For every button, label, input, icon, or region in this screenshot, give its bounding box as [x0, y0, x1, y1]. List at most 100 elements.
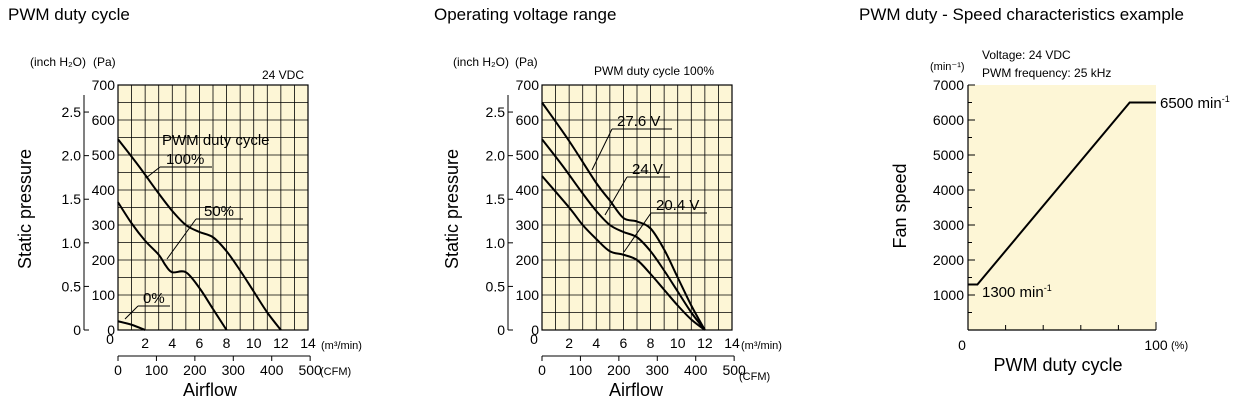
chart-1-label-50: 50% [204, 203, 234, 220]
chart-1-unit-pa: (Pa) [93, 55, 116, 69]
chart-3-title: PWM duty - Speed characteristics example [859, 5, 1184, 24]
c2-ytick-inh2o-3: 1.5 [486, 191, 506, 207]
c1-ytick-pa-1: 100 [92, 287, 116, 303]
chart-3-axes: 1000 2000 3000 4000 5000 6000 7000 0 100 [933, 77, 1168, 353]
c1-xtick-cfm-4: 400 [260, 362, 284, 378]
c1-ytick-pa-0: 0 [107, 322, 115, 338]
c3-ytick-1: 2000 [933, 252, 964, 268]
c1-ytick-pa-4: 400 [92, 182, 116, 198]
c2-xtick-m3-3: 6 [620, 335, 628, 351]
c2-ytick-pa-5: 500 [516, 147, 540, 163]
chart-1-label-100-leader [145, 166, 161, 179]
c2-xtick-cfm-0: 0 [538, 362, 546, 378]
c2-ytick-pa-0: 0 [531, 322, 539, 338]
c3-series-0 [968, 101, 1156, 286]
chart-1-y-title: Static pressure [15, 149, 35, 269]
c2-ytick-pa-7: 700 [516, 77, 540, 93]
chart-1-series [117, 138, 282, 331]
c1-xtick-cfm-2: 200 [183, 362, 207, 378]
chart-2-x-unit-cfm: (CFM) [739, 371, 770, 383]
c3-ytick-3: 4000 [933, 182, 964, 198]
chart-3: PWM duty - Speed characteristics example… [859, 5, 1230, 375]
c1-xtick-cfm-0: 0 [114, 362, 122, 378]
chart-2-unit-pa: (Pa) [515, 55, 538, 69]
chart-3-plot-area [968, 85, 1156, 330]
c2-ytick-inh2o-1: 0.5 [486, 278, 506, 294]
c2-ytick-pa-4: 400 [516, 182, 540, 198]
c1-ytick-pa-7: 700 [92, 77, 116, 93]
c2-ytick-pa-6: 600 [516, 112, 540, 128]
c1-ytick-inh2o-3: 1.5 [62, 191, 82, 207]
chart-2-y-title: Static pressure [442, 149, 462, 269]
c2-xtick-cfm-4: 400 [684, 362, 708, 378]
c2-ytick-inh2o-0: 0 [497, 322, 505, 338]
c1-ytick-inh2o-0: 0 [73, 322, 81, 338]
c2-ytick-pa-1: 100 [516, 287, 540, 303]
c1-ytick-pa-3: 300 [92, 217, 116, 233]
c2-series-2 [541, 175, 706, 331]
c1-series-2 [117, 320, 146, 331]
chart-1-legend-title: PWM duty cycle [162, 132, 270, 149]
chart-3-y-title: Fan speed [890, 163, 910, 248]
chart-1: PWM duty cycle (inch H₂O) (Pa) 24 VDC 0 1… [8, 5, 362, 400]
c2-xtick-m3-0: 0 [530, 331, 538, 347]
chart-2: Operating voltage range (inch H₂O) (Pa) … [434, 5, 782, 400]
c1-ytick-pa-2: 200 [92, 252, 116, 268]
chart-1-label-0: 0% [143, 290, 165, 307]
chart-1-title: PWM duty cycle [8, 5, 130, 24]
c2-xtick-m3-4: 8 [647, 335, 655, 351]
c1-xtick-m3-6: 12 [273, 335, 289, 351]
c2-ytick-inh2o-5: 2.5 [486, 104, 506, 120]
chart-3-condition-frequency: PWM frequency: 25 kHz [982, 66, 1111, 80]
c2-series-1 [541, 138, 706, 331]
chart-2-x-title: Airflow [609, 380, 664, 400]
c1-xtick-m3-4: 8 [223, 335, 231, 351]
chart-3-annotation-min-value: 1300 min [982, 284, 1044, 301]
chart-3-annotation-max-sup: -1 [1222, 94, 1230, 104]
chart-2-label-204: 20.4 V [656, 197, 699, 214]
c1-xtick-cfm-1: 100 [145, 362, 169, 378]
c1-ytick-pa-5: 500 [92, 147, 116, 163]
c3-ytick-0: 1000 [933, 287, 964, 303]
c2-xtick-cfm-3: 300 [646, 362, 670, 378]
c2-xtick-cfm-1: 100 [569, 362, 593, 378]
chart-3-condition-voltage: Voltage: 24 VDC [982, 48, 1071, 62]
c1-xtick-m3-5: 10 [246, 335, 262, 351]
c1-ytick-inh2o-5: 2.5 [62, 104, 82, 120]
c2-ytick-pa-3: 300 [516, 217, 540, 233]
chart-3-series [968, 101, 1156, 286]
chart-3-annotation-min: 1300 min-1 [982, 283, 1052, 301]
chart-1-condition: 24 VDC [262, 68, 304, 82]
chart-3-annotation-min-sup: -1 [1044, 283, 1052, 293]
c2-xtick-cfm-5: 500 [722, 362, 746, 378]
chart-1-x-unit-cfm: (CFM) [320, 366, 351, 378]
c1-ytick-inh2o-1: 0.5 [62, 278, 82, 294]
chart-2-label-276: 27.6 V [617, 113, 660, 130]
c3-xtick-1: 100 [1144, 337, 1168, 353]
c2-xtick-m3-6: 12 [697, 335, 713, 351]
chart-3-y-unit: (min⁻¹) [930, 61, 965, 73]
c1-xtick-m3-1: 2 [141, 335, 149, 351]
c2-xtick-m3-2: 4 [592, 335, 600, 351]
c1-ytick-pa-6: 600 [92, 112, 116, 128]
c3-ytick-5: 6000 [933, 112, 964, 128]
c1-xtick-m3-2: 4 [168, 335, 176, 351]
chart-1-label-50-leader [166, 218, 197, 260]
chart-2-label-276-leader [591, 128, 613, 171]
c1-xtick-m3-7: 14 [300, 335, 316, 351]
c1-xtick-m3-0: 0 [106, 331, 114, 347]
chart-3-x-unit: (%) [1171, 340, 1188, 352]
chart-2-condition: PWM duty cycle 100% [594, 64, 714, 78]
chart-2-label-24-leader [604, 176, 628, 216]
c1-xtick-cfm-5: 500 [298, 362, 322, 378]
chart-1-unit-inh2o: (inch H₂O) [30, 55, 86, 69]
c1-series-0 [117, 138, 282, 331]
chart-2-x-unit-m3: (m³/min) [741, 340, 782, 352]
c2-ytick-pa-2: 200 [516, 252, 540, 268]
c2-series-0 [541, 101, 706, 331]
c2-ytick-inh2o-4: 2.0 [486, 148, 506, 164]
chart-1-label-100: 100% [166, 151, 204, 168]
chart-3-annotation-max: 6500 min-1 [1160, 94, 1230, 112]
chart-3-annotation-max-value: 6500 min [1160, 95, 1222, 112]
